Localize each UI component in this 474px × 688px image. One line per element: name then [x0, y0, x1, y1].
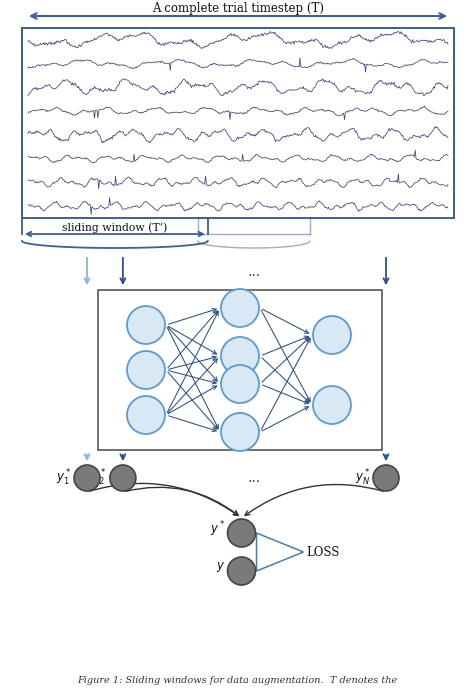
Ellipse shape [313, 316, 351, 354]
Text: ...: ... [248, 264, 261, 279]
Text: ...: ... [248, 471, 261, 485]
Ellipse shape [221, 289, 259, 327]
Ellipse shape [127, 351, 165, 389]
Ellipse shape [313, 386, 351, 424]
Ellipse shape [74, 465, 100, 491]
Ellipse shape [127, 396, 165, 434]
Ellipse shape [221, 413, 259, 451]
Text: sliding window (T’): sliding window (T’) [62, 222, 168, 233]
Bar [98, 290, 382, 450]
Ellipse shape [221, 337, 259, 375]
Ellipse shape [228, 519, 255, 547]
Text: $y$: $y$ [216, 560, 226, 574]
Ellipse shape [228, 557, 255, 585]
Text: $y_2^*$: $y_2^*$ [91, 468, 107, 488]
Text: $y_1^*$: $y_1^*$ [55, 468, 71, 488]
Bar [22, 28, 454, 218]
Text: Figure 1: Sliding windows for data augmentation.  T denotes the: Figure 1: Sliding windows for data augme… [77, 676, 397, 685]
Ellipse shape [110, 465, 136, 491]
Text: $y^*$: $y^*$ [210, 519, 226, 539]
Ellipse shape [373, 465, 399, 491]
Text: A complete trial timestep (T): A complete trial timestep (T) [152, 2, 324, 15]
Text: LOSS: LOSS [307, 546, 340, 559]
Ellipse shape [221, 365, 259, 403]
Text: $y_N^*$: $y_N^*$ [355, 468, 370, 488]
Ellipse shape [127, 306, 165, 344]
